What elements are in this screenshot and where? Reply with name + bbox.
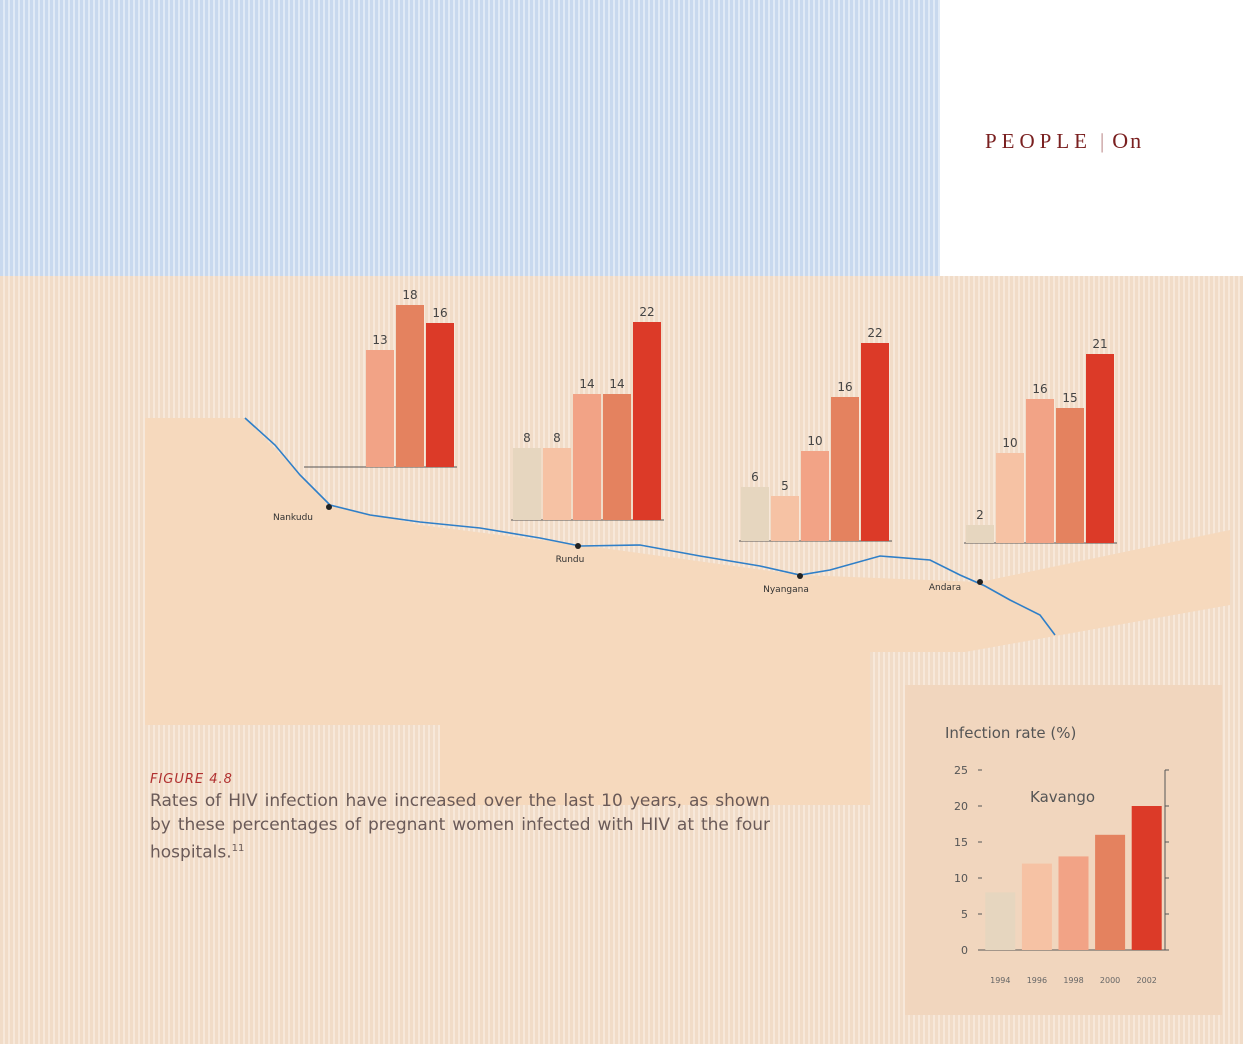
bar-label: 16 (837, 380, 852, 394)
top-right (940, 0, 1243, 276)
x-tick-label: 2002 (1137, 976, 1157, 985)
bar-label: 22 (639, 305, 654, 319)
caption-label: FIGURE 4.8 (150, 772, 233, 787)
y-tick-label: 0 (961, 944, 968, 957)
bar (861, 343, 889, 541)
y-tick-label: 20 (954, 800, 968, 813)
x-tick-label: 1996 (1027, 976, 1047, 985)
bar-label: 8 (553, 431, 561, 445)
bar-label: 10 (807, 434, 822, 448)
bar (543, 448, 571, 520)
section: PEOPLE (985, 129, 1093, 153)
bar-label: 21 (1092, 337, 1107, 351)
bar (985, 892, 1016, 950)
topic: On (1112, 128, 1144, 153)
bar (633, 322, 661, 520)
town-dot (575, 543, 581, 549)
town-label: Nankudu (273, 513, 313, 523)
y-tick-label: 5 (961, 908, 968, 921)
town-dot (326, 504, 332, 510)
map-region (145, 418, 1230, 805)
bar-label: 16 (1032, 382, 1047, 396)
bar (1026, 399, 1054, 543)
bar-label: 6 (751, 470, 759, 484)
y-tick-label: 15 (954, 836, 968, 849)
inset-box (905, 685, 1222, 1015)
bar (1056, 408, 1084, 543)
bar-label: 22 (867, 326, 882, 340)
town-label: Andara (929, 583, 961, 593)
footnote: 11 (231, 843, 245, 854)
bar (1131, 806, 1162, 950)
chart-title: Infection rate (%) (945, 724, 1076, 742)
chart-annotation: Kavango (1030, 788, 1095, 806)
caption: FIGURE 4.8 Rates of HIV infection have i… (150, 772, 770, 865)
river (244, 417, 1056, 636)
bar (426, 323, 454, 467)
bar-label: 15 (1062, 391, 1077, 405)
caption-body: Rates of HIV infection have increased ov… (150, 791, 770, 863)
bar (603, 394, 631, 520)
x-tick-label: 1998 (1063, 976, 1083, 985)
town-label: Rundu (556, 555, 585, 565)
bar (513, 448, 541, 520)
x-tick-label: 1994 (990, 976, 1010, 985)
y-tick-label: 25 (954, 764, 968, 777)
town-dot (977, 579, 983, 585)
bar (573, 394, 601, 520)
top-band (0, 0, 940, 276)
bar-label: 8 (523, 431, 531, 445)
bar (366, 350, 394, 467)
bar (1058, 856, 1089, 950)
divider: | (1100, 129, 1105, 153)
town-dot (797, 573, 803, 579)
y-tick-label: 10 (954, 872, 968, 885)
bar (966, 525, 994, 543)
running-header: PEOPLE | On (985, 128, 1143, 154)
town-label: Nyangana (763, 585, 809, 595)
bar (801, 451, 829, 541)
bar-label: 16 (432, 306, 447, 320)
bar (1086, 354, 1114, 543)
caption-text: Rates of HIV infection have increased ov… (150, 789, 770, 865)
bar (741, 487, 769, 541)
bar (1021, 863, 1052, 950)
bar-label: 10 (1002, 436, 1017, 450)
x-tick-label: 2000 (1100, 976, 1120, 985)
bar (996, 453, 1024, 543)
bar (771, 496, 799, 541)
bar-label: 14 (609, 377, 624, 391)
bar (396, 305, 424, 467)
bar-label: 18 (402, 288, 417, 302)
bar (831, 397, 859, 541)
bar-label: 13 (372, 333, 387, 347)
bar-label: 5 (781, 479, 789, 493)
bar-label: 14 (579, 377, 594, 391)
bar-label: 2 (976, 508, 984, 522)
bar (1095, 834, 1126, 950)
